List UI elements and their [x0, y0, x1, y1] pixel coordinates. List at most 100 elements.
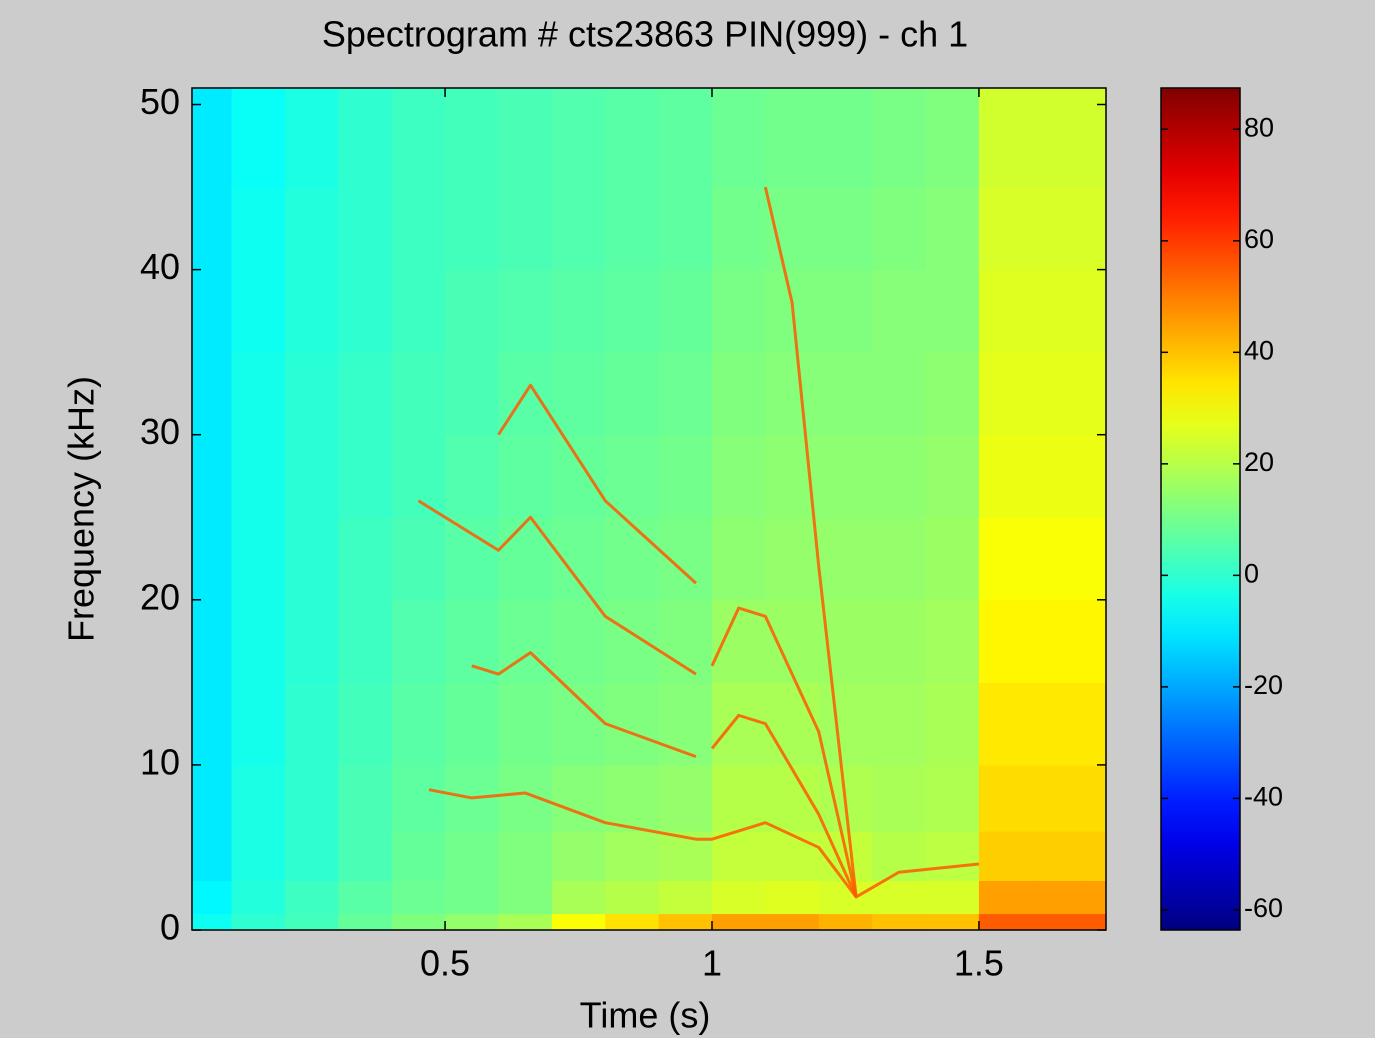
mode-trace [471, 651, 697, 759]
heatmap-cell [872, 682, 927, 766]
heatmap-cell [192, 880, 233, 915]
heatmap-cell [872, 269, 927, 353]
heatmap-cell [192, 682, 233, 766]
heatmap-cell [818, 913, 873, 930]
axes: 0.5 1 1.5 0 10 20 30 40 50 -60 -40 -20 0 20 40 60 80 [140, 81, 1283, 983]
heatmap-cell [231, 764, 286, 832]
heatmap-cell [1085, 88, 1106, 188]
heatmap-cell [391, 88, 446, 188]
heatmap-cell [1085, 434, 1106, 518]
y-tick-label: 10 [140, 741, 180, 782]
heatmap-cell [978, 88, 1033, 188]
heatmap-cell [1032, 764, 1087, 832]
heatmap-cell [1085, 269, 1106, 353]
heatmap-cell [445, 88, 500, 188]
heatmap-cell [925, 88, 980, 188]
heatmap-cell [551, 764, 606, 832]
heatmap-cell [925, 830, 980, 882]
heatmap-cell [1032, 434, 1087, 518]
heatmap-cell [711, 682, 766, 766]
heatmap-cell [551, 913, 606, 930]
heatmap-cell [1032, 88, 1087, 188]
heatmap-cell [1032, 682, 1087, 766]
y-tick-label: 0 [160, 907, 180, 948]
heatmap-cell [925, 764, 980, 832]
heatmap-cell [872, 599, 927, 683]
colorbar-tick-label: 20 [1244, 447, 1274, 477]
heatmap-cell [978, 187, 1033, 271]
heatmap-cell [925, 682, 980, 766]
heatmap-cell [818, 88, 873, 188]
heatmap-cell [1085, 913, 1106, 930]
colorbar [1160, 87, 1241, 931]
heatmap-cell [338, 764, 393, 832]
heatmap-cell [765, 352, 820, 436]
heatmap-cell [498, 434, 553, 518]
heatmap-cell [231, 434, 286, 518]
heatmap [192, 88, 1106, 930]
heatmap-cell [551, 830, 606, 882]
mode-trace [497, 383, 697, 585]
colorbar-tick-label: -20 [1244, 670, 1283, 700]
heatmap-cell [765, 682, 820, 766]
heatmap-cell [818, 434, 873, 518]
heatmap-cell [192, 352, 233, 436]
heatmap-cell [711, 352, 766, 436]
heatmap-cell [765, 830, 820, 882]
heatmap-cell [1032, 599, 1087, 683]
heatmap-cell [192, 187, 233, 271]
heatmap-cell [605, 913, 660, 930]
heatmap-cell [551, 269, 606, 353]
heatmap-cell [551, 352, 606, 436]
heatmap-cell [872, 88, 927, 188]
heatmap-cell [498, 830, 553, 882]
mode-trace [710, 713, 858, 898]
heatmap-cell [978, 880, 1033, 915]
heatmap-cell [391, 352, 446, 436]
heatmap-cell [818, 682, 873, 766]
heatmap-cell [658, 764, 713, 832]
heatmap-cell [192, 88, 233, 188]
heatmap-cell [711, 269, 766, 353]
heatmap-cell [818, 352, 873, 436]
heatmap-cell [498, 599, 553, 683]
heatmap-cell [338, 913, 393, 930]
heatmap-cell [445, 682, 500, 766]
heatmap-cell [1032, 830, 1087, 882]
colorbar-tick-label: 40 [1244, 335, 1274, 365]
heatmap-cell [925, 880, 980, 915]
heatmap-cell [192, 599, 233, 683]
heatmap-cell [765, 880, 820, 915]
heatmap-cell [338, 434, 393, 518]
heatmap-cell [391, 187, 446, 271]
heatmap-cell [231, 599, 286, 683]
heatmap-cell [284, 913, 339, 930]
heatmap-cell [445, 599, 500, 683]
x-axis-label: Time (s) [580, 995, 711, 1036]
x-tick-label: 1.5 [954, 943, 1004, 984]
x-tick-label: 0.5 [420, 943, 470, 984]
heatmap-cell [872, 764, 927, 832]
heatmap-cell [711, 517, 766, 601]
heatmap-cell [978, 352, 1033, 436]
heatmap-cell [925, 187, 980, 271]
heatmap-cell [192, 913, 233, 930]
heatmap-cell [338, 269, 393, 353]
heatmap-cell [551, 517, 606, 601]
heatmap-cell [605, 434, 660, 518]
y-tick-label: 20 [140, 576, 180, 617]
heatmap-cell [551, 682, 606, 766]
heatmap-cell [498, 682, 553, 766]
heatmap-cell [711, 434, 766, 518]
heatmap-cell [872, 913, 927, 930]
heatmap-cell [338, 352, 393, 436]
heatmap-cell [231, 269, 286, 353]
heatmap-cell [391, 434, 446, 518]
heatmap-cell [1032, 187, 1087, 271]
heatmap-cell [338, 682, 393, 766]
heatmap-cell [605, 599, 660, 683]
heatmap-cell [391, 764, 446, 832]
heatmap-cell [551, 434, 606, 518]
heatmap-cell [192, 434, 233, 518]
